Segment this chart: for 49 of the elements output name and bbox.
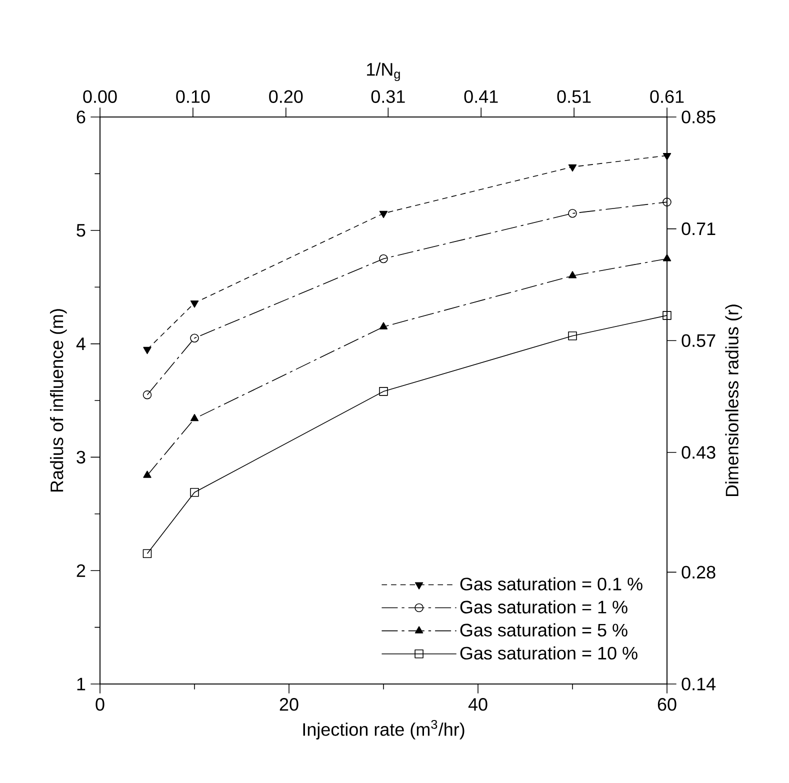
point: [662, 198, 672, 206]
x2-tick-label: 0.51: [557, 90, 591, 103]
x2-axis-title: 1/N$_{g}$: [367, 62, 400, 82]
legend-label: Gas saturation = 5 %: [460, 623, 628, 637]
y-tick-label: 6: [76, 110, 86, 124]
point: [568, 331, 577, 340]
x-tick-label: 40: [468, 698, 488, 711]
y-tick-label: 4: [76, 338, 86, 350]
y2-tick-label: 0.28: [682, 566, 716, 579]
point: [190, 488, 199, 497]
point: [379, 210, 388, 218]
legend-label: Gas saturation = 1 %: [460, 600, 628, 614]
x2-tick-label: 0.61: [650, 90, 684, 103]
point: [143, 470, 152, 478]
point: [142, 549, 152, 558]
point: [190, 414, 199, 422]
x-tick-label: 0: [96, 698, 104, 711]
x2-tick-label: 0.31: [371, 90, 405, 103]
y2-tick-label: 0.71: [682, 222, 716, 236]
x-axis-title: Injection rate (m$^{3}$/hr): [303, 720, 464, 740]
x2-tick-label: 0.41: [464, 90, 498, 103]
y-tick-label: 5: [76, 224, 86, 237]
x2-tick-label: 0.10: [176, 90, 210, 103]
x2-tick-label: 0.20: [269, 90, 303, 103]
point: [190, 334, 199, 343]
point: [190, 300, 199, 308]
x2-tick-label: 0.00: [83, 90, 117, 103]
legend-label: Gas saturation = 10 %: [460, 646, 638, 660]
point: [568, 208, 577, 218]
y-axis-title: Radius of influence (m): [50, 309, 67, 492]
x-tick-label: 60: [658, 698, 676, 711]
y2-tick-label: 0.43: [682, 446, 716, 459]
point: [568, 164, 577, 172]
point: [379, 387, 388, 396]
point: [568, 271, 577, 278]
y2-tick-label: 0.57: [682, 334, 716, 347]
point: [662, 311, 672, 320]
y-tick-label: 2: [76, 564, 86, 577]
point: [142, 390, 152, 400]
y2-axis-title: Dimensionless radius (r): [725, 304, 742, 496]
y-tick-label: 3: [76, 450, 86, 464]
y2-tick-label: 0.14: [682, 678, 716, 690]
point: [379, 254, 388, 264]
y2-tick-label: 0.85: [682, 110, 716, 124]
x-tick-label: 20: [280, 698, 298, 711]
point: [379, 322, 388, 330]
legend-label: Gas saturation = 0.1 %: [460, 577, 642, 590]
y-tick-label: 1: [77, 678, 86, 690]
point: [143, 346, 152, 354]
